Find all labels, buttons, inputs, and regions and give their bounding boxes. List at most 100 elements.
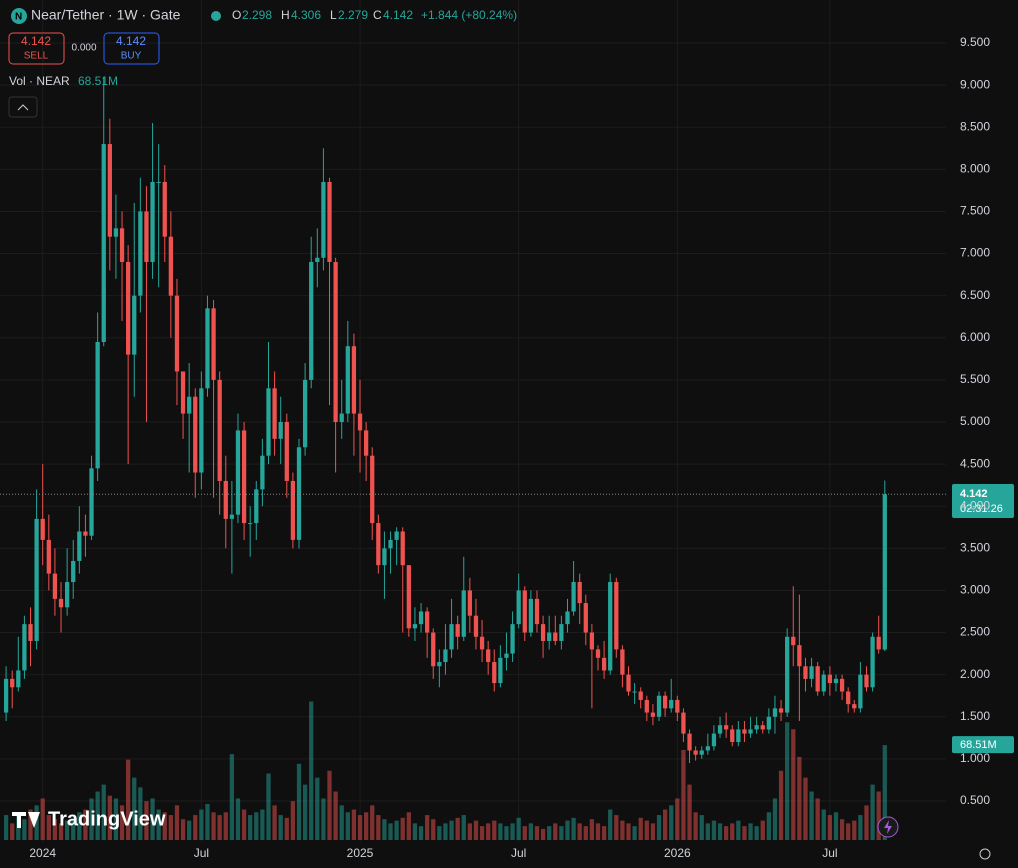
candle-body	[412, 624, 418, 629]
collapse-icon[interactable]	[17, 104, 29, 111]
candle-body	[473, 615, 479, 637]
candle-body	[3, 678, 9, 713]
volume-bar	[510, 823, 515, 840]
candle-body	[662, 695, 668, 709]
volume-bar	[144, 801, 149, 840]
buy-price[interactable]: 4.142	[116, 34, 146, 48]
volume-bar	[730, 823, 735, 840]
y-tick-label: 6.000	[960, 330, 990, 344]
sell-button[interactable]	[8, 32, 65, 65]
volume-bar	[412, 823, 418, 840]
candle-body	[656, 695, 662, 717]
collapse-button[interactable]	[8, 96, 38, 118]
status-dot	[211, 11, 221, 21]
volume-bar	[638, 817, 643, 840]
volume-bar	[150, 798, 155, 840]
volume-bar	[803, 777, 808, 840]
x-tick-label: 2025	[347, 846, 374, 860]
candle-body	[266, 388, 271, 456]
volume-bar	[89, 798, 94, 840]
candle-body	[577, 582, 582, 604]
candle-body	[760, 725, 765, 730]
volume-bar	[461, 815, 466, 840]
candle-body	[394, 531, 399, 540]
volume-bar	[547, 826, 552, 840]
sell-price[interactable]: 4.142	[21, 34, 51, 48]
candle-body	[791, 636, 796, 646]
candle-body	[864, 674, 869, 688]
candle-body	[431, 632, 436, 667]
y-tick-label: 8.000	[960, 162, 990, 176]
candle-body	[559, 624, 564, 641]
last-price: 4.142	[960, 488, 988, 500]
sell-label[interactable]: SELL	[24, 51, 49, 62]
h-key: H	[281, 8, 290, 22]
volume-bar	[540, 828, 546, 840]
volume-bar	[559, 826, 564, 840]
volume-bar	[571, 817, 576, 840]
candle-body	[467, 590, 472, 616]
candle-body	[626, 674, 631, 692]
candle-body	[766, 716, 771, 730]
candle-body	[205, 308, 210, 389]
candle-body	[754, 725, 759, 730]
volume-bar	[193, 815, 198, 840]
volume-bar	[620, 820, 625, 840]
volume-bar	[431, 819, 436, 840]
volume-bar	[467, 823, 472, 840]
volume-bar	[650, 823, 656, 840]
change: +1.844 (+80.24%)	[421, 8, 517, 22]
volume-bar	[644, 820, 649, 840]
candle-body	[742, 729, 747, 734]
candle-body	[827, 674, 833, 684]
candle-body	[16, 670, 21, 688]
candle-body	[40, 518, 45, 540]
candle-body	[730, 729, 735, 743]
volume-bar	[22, 819, 27, 840]
volume-bar	[614, 815, 619, 840]
volume-bar	[577, 823, 582, 840]
brand-logo	[12, 812, 40, 828]
y-tick-label: 6.500	[960, 288, 990, 302]
candle-body	[180, 371, 186, 414]
candle-body	[443, 649, 448, 663]
volume-bar	[400, 817, 405, 840]
volume-bar	[162, 812, 167, 840]
l-key: L	[330, 8, 337, 22]
candle-body	[534, 598, 540, 625]
lightning-icon[interactable]	[884, 820, 892, 834]
volume-bar	[199, 809, 204, 840]
volume-bar	[248, 815, 253, 840]
x-tick-label: 2024	[29, 846, 56, 860]
volume-bar	[846, 823, 851, 840]
volume-bar	[778, 770, 784, 840]
volume-bar	[229, 754, 235, 840]
candle-body	[772, 708, 778, 717]
volume-bar	[3, 815, 9, 840]
candle-body	[620, 649, 625, 675]
candle-body	[687, 733, 692, 751]
volume-bar	[376, 815, 381, 840]
brand: TradingView	[48, 808, 166, 830]
buy-label[interactable]: BUY	[121, 51, 142, 62]
candle-body	[382, 548, 387, 566]
settings-button[interactable]	[979, 848, 991, 860]
y-tick-label: 2.000	[960, 667, 990, 681]
volume-bar	[211, 812, 216, 840]
last-price-badge	[952, 484, 1014, 518]
volume-bar	[876, 791, 881, 840]
candle-body	[614, 582, 619, 650]
o-key: O	[232, 8, 241, 22]
buy-button[interactable]	[103, 32, 160, 65]
candle-body	[821, 674, 826, 692]
y-tick-label: 3.000	[960, 583, 990, 597]
volume-bar	[40, 798, 45, 840]
h-value: 4.306	[291, 8, 321, 22]
candle-body	[52, 573, 58, 599]
volume-bar	[272, 805, 277, 840]
candle-body	[589, 632, 595, 650]
candle-body	[370, 455, 375, 524]
volume-bar	[681, 749, 686, 840]
volume-bar	[608, 809, 613, 840]
